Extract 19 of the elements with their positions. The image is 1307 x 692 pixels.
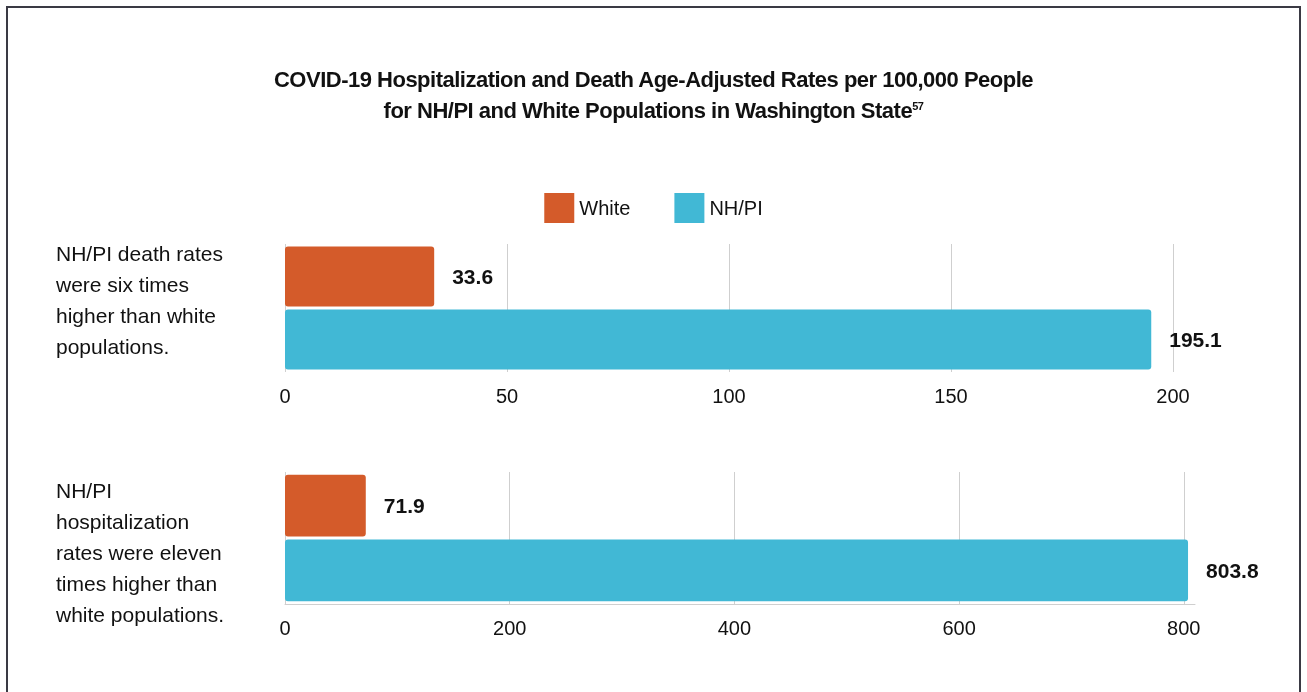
chart-title: COVID-19 Hospitalization and Death Age-Adjusted Rates per 100,000 People for NH/PI and White Populations in Washington State$^{57}$ xyxy=(273,66,1034,125)
x-tick-label: 100 xyxy=(712,385,746,407)
legend-label: NH/PI xyxy=(709,197,763,219)
legend-label: White xyxy=(579,197,631,219)
x-tick-label: 600 xyxy=(942,617,976,639)
data-label: 33.6 xyxy=(452,265,494,289)
x-tick-label: 400 xyxy=(717,617,752,639)
y-axis-title: NH/PI death rates were six times higher than white populations. xyxy=(55,242,229,358)
x-tick-label: 0 xyxy=(279,385,291,407)
x-tick-label: 0 xyxy=(279,617,291,639)
x-tick-label: 200 xyxy=(1156,385,1190,407)
x-tick-label: 200 xyxy=(493,617,527,639)
data-label: 803.8 xyxy=(1206,558,1259,582)
data-label: 71.9 xyxy=(383,494,425,518)
data-label: 195.1 xyxy=(1169,327,1223,351)
x-tick-label: 150 xyxy=(934,385,968,407)
x-tick-label: 800 xyxy=(1167,617,1201,639)
y-axis-title: NH/PI hospitalization rates were eleven times higher than white populations. xyxy=(55,478,228,626)
x-tick-label: 50 xyxy=(495,385,519,407)
